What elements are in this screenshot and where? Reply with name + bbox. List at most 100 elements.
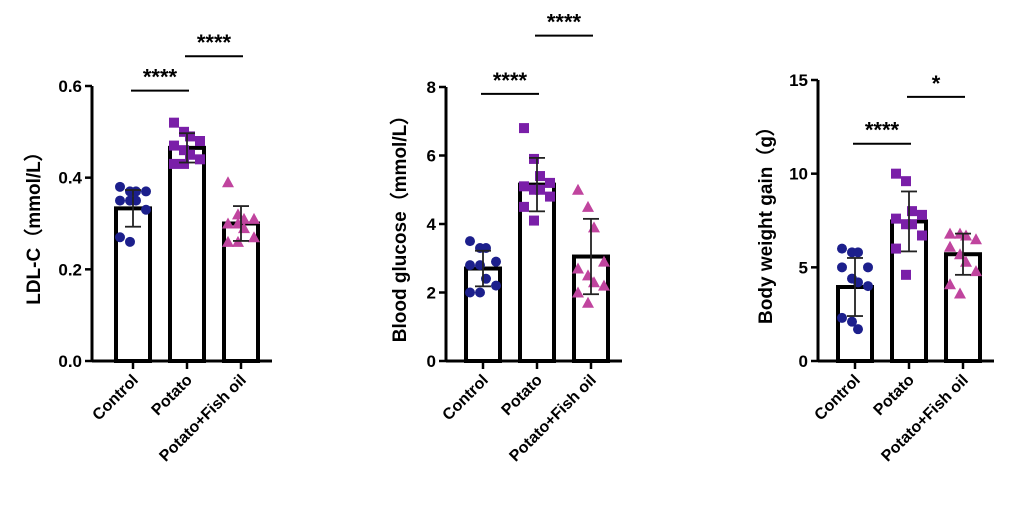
data-point [944, 240, 956, 252]
data-point [222, 217, 234, 229]
significance-label: **** [197, 30, 232, 55]
y-axis-label: Blood glucose（mmol/L） [388, 106, 411, 342]
y-tick-label: 10 [789, 165, 808, 184]
data-point [491, 280, 501, 291]
significance-label: * [932, 71, 941, 96]
data-point [901, 219, 911, 230]
data-point [185, 149, 195, 160]
data-point [195, 136, 205, 146]
data-point [598, 279, 610, 291]
data-point [853, 324, 863, 335]
y-tick-label: 0.4 [58, 169, 82, 188]
data-point [545, 191, 555, 202]
data-point [588, 221, 600, 233]
x-tick-label: Potato [499, 372, 546, 419]
significance-label: **** [547, 10, 582, 35]
x-tick-label: Control [90, 372, 142, 424]
y-tick-label: 2 [427, 284, 436, 303]
data-point [901, 176, 911, 187]
data-point [535, 184, 545, 195]
significance-label: **** [493, 68, 528, 93]
data-point [248, 212, 260, 224]
data-point [970, 233, 982, 245]
bar-control [114, 206, 152, 363]
bar-potato [168, 145, 206, 363]
data-point [582, 200, 594, 212]
data-point [465, 236, 475, 247]
data-point [529, 215, 539, 226]
y-tick-label: 5 [799, 258, 808, 277]
y-axis-label: LDL-C（mmol/L） [22, 142, 45, 305]
data-point [944, 227, 956, 239]
data-point [917, 230, 927, 241]
data-point [847, 316, 857, 327]
data-point [837, 312, 847, 323]
data-point [248, 231, 260, 243]
data-point [891, 213, 901, 224]
data-point [907, 206, 917, 217]
x-tick-label: Potato [149, 372, 196, 419]
data-point [179, 126, 189, 137]
data-point [141, 204, 151, 215]
y-tick-label: 0.6 [58, 77, 82, 96]
y-tick-label: 0 [799, 352, 808, 371]
x-tick-label: Potato [871, 372, 918, 419]
significance-label: **** [865, 118, 900, 143]
data-point [853, 247, 863, 258]
data-point [169, 117, 179, 128]
y-tick-label: 0.2 [58, 260, 82, 279]
data-point [837, 262, 847, 273]
significance-label: **** [143, 65, 178, 90]
y-tick-label: 0.0 [58, 352, 82, 371]
data-point [115, 232, 125, 243]
data-point [970, 265, 982, 277]
data-point [169, 158, 179, 169]
data-point [475, 287, 485, 298]
data-point [572, 286, 584, 298]
data-point [179, 158, 189, 169]
data-point [529, 153, 539, 164]
data-point [491, 256, 501, 267]
data-point [954, 287, 966, 299]
data-point [141, 186, 151, 197]
data-point [465, 260, 475, 271]
data-point [901, 269, 911, 280]
data-point [519, 181, 529, 192]
data-point [465, 287, 475, 298]
y-tick-label: 0 [427, 352, 436, 371]
data-point [891, 168, 901, 179]
y-tick-label: 8 [427, 78, 436, 97]
data-point [222, 235, 234, 247]
data-point [115, 181, 125, 192]
data-point [115, 195, 125, 206]
data-point [125, 236, 135, 247]
data-point [917, 209, 927, 220]
data-point [535, 171, 545, 182]
data-point [179, 145, 189, 156]
y-tick-label: 4 [427, 215, 437, 234]
x-tick-label: Control [812, 372, 864, 424]
data-point [222, 176, 234, 188]
data-point [572, 262, 584, 274]
data-point [863, 262, 873, 273]
data-point [169, 140, 179, 151]
data-point [598, 255, 610, 267]
data-point [582, 296, 594, 308]
data-point [891, 243, 901, 254]
data-point [195, 154, 205, 165]
data-point [519, 123, 529, 134]
data-point [837, 243, 847, 254]
data-point [545, 177, 555, 188]
y-tick-label: 15 [789, 71, 808, 90]
y-tick-label: 6 [427, 147, 436, 166]
data-point [907, 219, 917, 230]
data-point [185, 131, 195, 142]
data-point [863, 281, 873, 292]
data-point [529, 184, 539, 195]
y-axis-label: Body weight gain（g） [754, 117, 777, 324]
data-point [572, 183, 584, 195]
